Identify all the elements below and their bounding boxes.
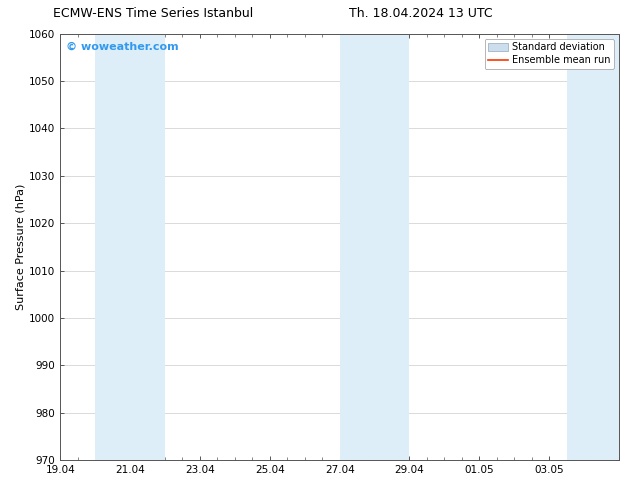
Text: ECMW-ENS Time Series Istanbul: ECMW-ENS Time Series Istanbul	[53, 7, 254, 21]
Legend: Standard deviation, Ensemble mean run: Standard deviation, Ensemble mean run	[484, 39, 614, 69]
Text: Th. 18.04.2024 13 UTC: Th. 18.04.2024 13 UTC	[349, 7, 493, 21]
Text: © woweather.com: © woweather.com	[66, 42, 179, 52]
Bar	[567, 34, 619, 460]
Bar	[95, 34, 165, 460]
Y-axis label: Surface Pressure (hPa): Surface Pressure (hPa)	[15, 184, 25, 310]
Bar	[340, 34, 410, 460]
